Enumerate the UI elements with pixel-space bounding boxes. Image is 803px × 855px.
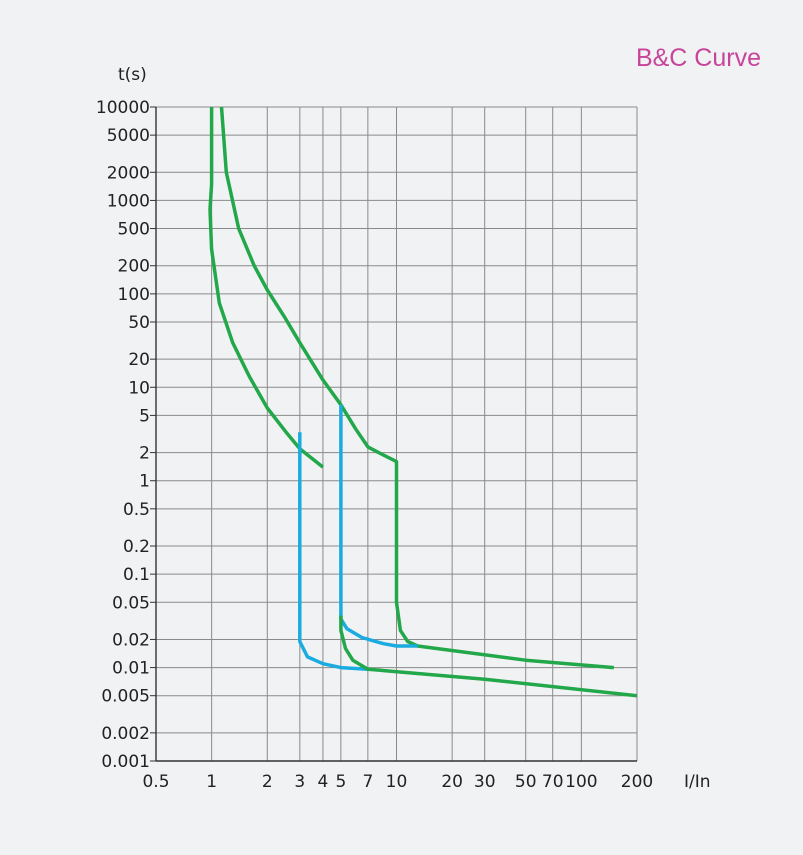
x-tick-label: 10 — [386, 772, 408, 792]
y-tick-label: 500 — [118, 220, 150, 240]
x-tick-label: 7 — [362, 772, 373, 792]
tick-labels: 0.5 1 2 3 4 5 7 10 20 30 50 70 100 200100005000200010… — [96, 98, 653, 792]
x-tick-label: 70 — [542, 772, 564, 792]
y-tick-label: 10000 — [96, 98, 150, 118]
x-tick-label: 30 — [474, 772, 496, 792]
series-line-4 — [339, 404, 418, 648]
x-tick-label: 2 — [262, 772, 273, 792]
y-tick-label: 200 — [118, 257, 150, 277]
series-line-2 — [219, 106, 615, 670]
y-tick-label: 0.1 — [123, 565, 150, 585]
x-tick-label: 100 — [565, 772, 597, 792]
y-tick-label: 0.05 — [112, 593, 150, 613]
x-tick-label: 3 — [294, 772, 305, 792]
y-tick-label: 0.005 — [101, 687, 150, 707]
y-tick-label: 5 — [139, 406, 150, 426]
y-tick-label: 50 — [128, 313, 150, 333]
series-line-1 — [208, 107, 324, 469]
x-tick-label: 50 — [515, 772, 537, 792]
series-group — [208, 106, 638, 698]
y-tick-label: 20 — [128, 350, 150, 370]
y-tick-label: 0.2 — [123, 537, 150, 557]
x-tick-label: 5 — [335, 772, 346, 792]
series-line-5 — [339, 615, 638, 698]
y-tick-label: 1000 — [107, 191, 150, 211]
y-tick-label: 0.001 — [101, 752, 150, 772]
chart-title: B&C Curve — [635, 44, 761, 72]
y-tick-label: 5000 — [107, 126, 150, 146]
x-tick-label: 4 — [318, 772, 329, 792]
y-tick-label: 1 — [139, 472, 150, 492]
y-tick-label: 10 — [128, 378, 150, 398]
y-tick-label: 2 — [139, 444, 150, 464]
y-tick-label: 2000 — [107, 163, 150, 183]
y-axis-label: t(s) — [118, 65, 147, 85]
y-tick-label: 0.01 — [112, 659, 150, 679]
y-tick-label: 0.5 — [123, 500, 150, 520]
axes — [150, 106, 637, 762]
x-tick-label: 1 — [206, 772, 217, 792]
y-tick-label: 0.002 — [101, 724, 150, 744]
x-axis-label: I/In — [684, 772, 711, 792]
y-tick-label: 100 — [118, 285, 150, 305]
y-tick-label: 0.02 — [112, 630, 150, 650]
x-tick-label: 200 — [621, 772, 653, 792]
x-tick-label: 0.5 — [142, 772, 169, 792]
x-tick-label: 20 — [441, 772, 463, 792]
series-line-3 — [298, 432, 369, 671]
